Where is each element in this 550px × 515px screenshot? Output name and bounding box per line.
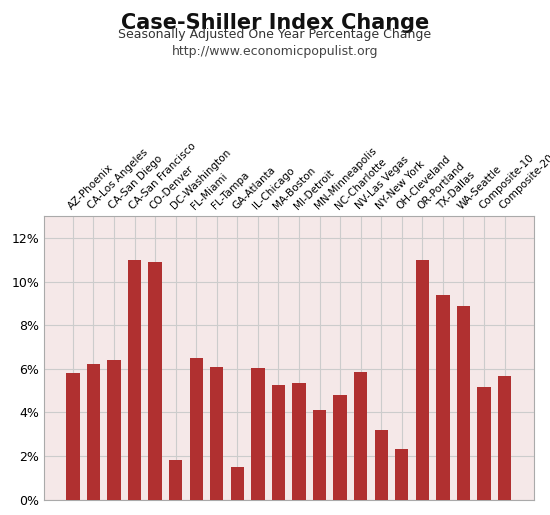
- Text: Seasonally Adjusted One Year Percentage Change: Seasonally Adjusted One Year Percentage …: [118, 28, 432, 41]
- Bar: [230, 467, 244, 500]
- Bar: [87, 365, 100, 500]
- Bar: [107, 360, 120, 500]
- Bar: [498, 376, 512, 500]
- Text: http://www.economicpopulist.org: http://www.economicpopulist.org: [172, 45, 378, 58]
- Text: Case-Shiller Index Change: Case-Shiller Index Change: [121, 13, 429, 33]
- Bar: [128, 260, 141, 500]
- Bar: [375, 430, 388, 500]
- Bar: [457, 305, 470, 500]
- Bar: [148, 262, 162, 500]
- Bar: [416, 260, 429, 500]
- Bar: [210, 367, 223, 500]
- Bar: [477, 387, 491, 500]
- Bar: [66, 373, 80, 500]
- Bar: [313, 410, 326, 500]
- Bar: [190, 358, 203, 500]
- Bar: [354, 372, 367, 500]
- Bar: [272, 385, 285, 500]
- Bar: [333, 395, 347, 500]
- Bar: [251, 368, 265, 500]
- Bar: [436, 295, 449, 500]
- Bar: [169, 460, 183, 500]
- Bar: [293, 383, 306, 500]
- Bar: [395, 450, 409, 500]
